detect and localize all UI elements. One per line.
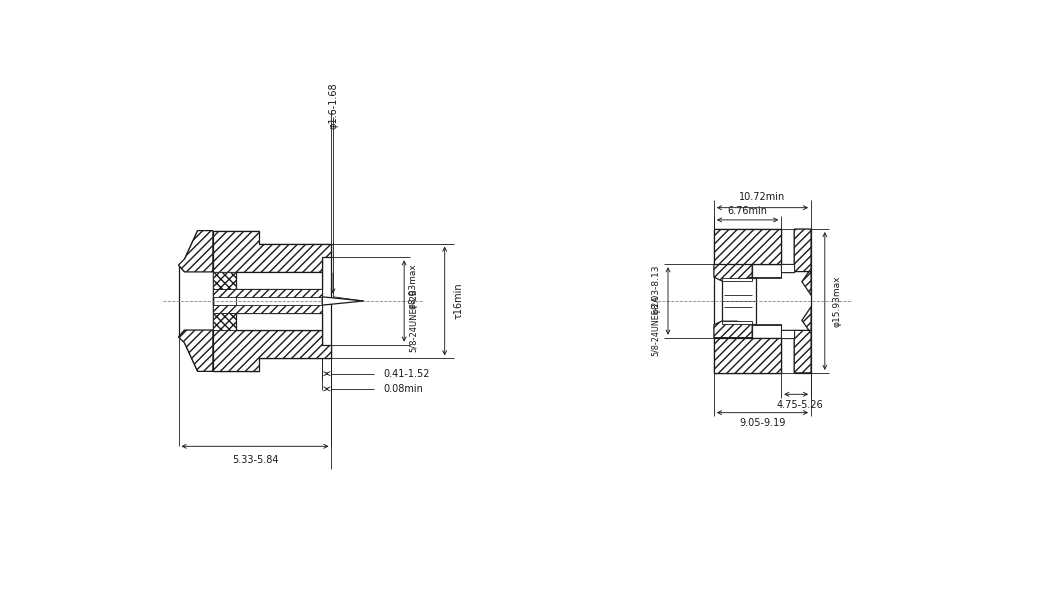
Text: 0.08min: 0.08min xyxy=(384,384,424,394)
Polygon shape xyxy=(794,229,811,295)
Text: 5/8-24UNEF-2B: 5/8-24UNEF-2B xyxy=(409,288,418,352)
Polygon shape xyxy=(178,231,213,272)
Polygon shape xyxy=(213,330,331,371)
Polygon shape xyxy=(178,330,213,371)
Polygon shape xyxy=(213,231,331,272)
Polygon shape xyxy=(236,313,322,330)
Text: 5/8-24UNEF-2A: 5/8-24UNEF-2A xyxy=(651,295,660,356)
Polygon shape xyxy=(714,229,782,264)
Text: φ1.6-1.68: φ1.6-1.68 xyxy=(328,83,338,129)
Polygon shape xyxy=(794,307,811,373)
Polygon shape xyxy=(782,264,794,272)
Text: φ8.03max: φ8.03max xyxy=(409,263,418,309)
Polygon shape xyxy=(714,264,752,281)
Polygon shape xyxy=(213,305,322,313)
Polygon shape xyxy=(714,338,782,373)
Text: 0.41-1.52: 0.41-1.52 xyxy=(384,369,430,378)
Polygon shape xyxy=(213,289,322,297)
Polygon shape xyxy=(722,264,794,281)
Text: 5.33-5.84: 5.33-5.84 xyxy=(232,455,278,465)
Text: φ15.93max: φ15.93max xyxy=(833,275,841,327)
Polygon shape xyxy=(236,272,322,289)
Text: 6.76min: 6.76min xyxy=(728,206,768,216)
Text: 9.05-9.19: 9.05-9.19 xyxy=(740,418,786,429)
Text: τ16min: τ16min xyxy=(453,283,464,319)
Polygon shape xyxy=(722,321,794,338)
Polygon shape xyxy=(213,313,236,330)
Text: 4.75-5.26: 4.75-5.26 xyxy=(776,400,823,410)
Text: 10.72min: 10.72min xyxy=(740,192,786,202)
Polygon shape xyxy=(782,330,794,338)
Polygon shape xyxy=(213,272,236,289)
Polygon shape xyxy=(322,297,364,305)
Text: φ8.03-8.13: φ8.03-8.13 xyxy=(651,265,660,314)
Polygon shape xyxy=(714,321,752,338)
